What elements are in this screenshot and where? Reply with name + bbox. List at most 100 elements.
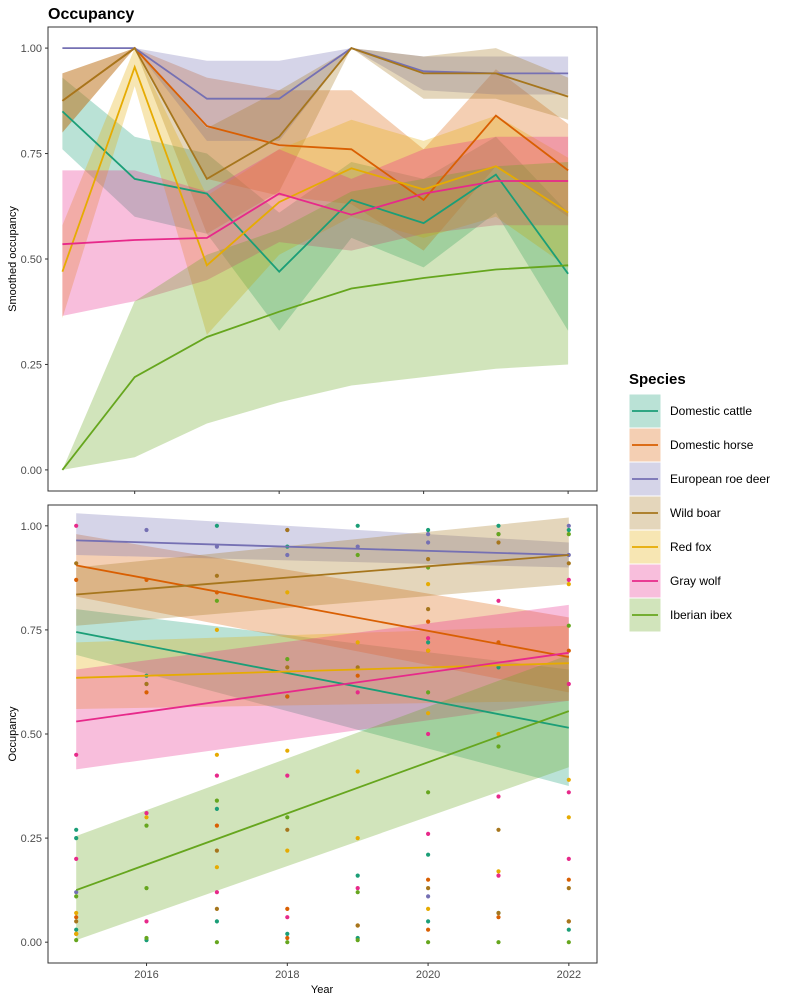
point-wild-boar bbox=[426, 607, 431, 612]
point-european-roe-deer bbox=[426, 532, 431, 537]
point-domestic-horse bbox=[566, 877, 571, 882]
bottom-x-tick-label: 2018 bbox=[275, 969, 299, 981]
point-red-fox bbox=[285, 748, 290, 753]
legend-item-wild-boar: Wild boar bbox=[628, 495, 721, 531]
point-domestic-cattle bbox=[355, 523, 360, 528]
point-iberian-ibex bbox=[496, 744, 501, 749]
top-band-gray-wolf bbox=[62, 136, 569, 316]
point-wild-boar bbox=[355, 665, 360, 670]
point-domestic-cattle bbox=[496, 523, 501, 528]
point-wild-boar bbox=[285, 665, 290, 670]
bottom-data-points bbox=[74, 523, 571, 945]
bottom-trend-domestic-cattle bbox=[76, 631, 569, 729]
bottom-y-axis-title: Occupancy bbox=[7, 706, 19, 762]
top-band-red-fox bbox=[62, 48, 569, 335]
point-red-fox bbox=[355, 836, 360, 841]
top-y-tick-label: 1.00 bbox=[21, 43, 42, 55]
point-red-fox bbox=[144, 815, 149, 820]
bottom-x-tick-label: 2022 bbox=[557, 969, 581, 981]
bottom-x-tick-label: 2016 bbox=[134, 969, 158, 981]
bottom-trend-wild-boar bbox=[76, 554, 569, 596]
point-iberian-ibex bbox=[496, 532, 501, 537]
point-domestic-horse bbox=[426, 877, 431, 882]
legend-label: Domestic horse bbox=[670, 438, 754, 452]
point-wild-boar bbox=[214, 848, 219, 853]
point-domestic-horse bbox=[496, 915, 501, 920]
point-red-fox bbox=[426, 906, 431, 912]
point-iberian-ibex bbox=[285, 815, 290, 820]
top-y-tick-label: 0.75 bbox=[21, 149, 42, 161]
point-gray-wolf bbox=[74, 856, 79, 862]
point-domestic-horse bbox=[144, 690, 149, 695]
legend-item-iberian-ibex: Iberian ibex bbox=[628, 597, 732, 633]
point-european-roe-deer bbox=[214, 544, 219, 549]
bottom-band-iberian-ibex bbox=[76, 654, 569, 941]
point-european-roe-deer bbox=[285, 552, 290, 558]
point-gray-wolf bbox=[496, 598, 501, 603]
point-domestic-cattle bbox=[74, 836, 79, 841]
point-iberian-ibex bbox=[566, 532, 571, 537]
point-wild-boar bbox=[566, 886, 571, 891]
point-gray-wolf bbox=[214, 890, 219, 895]
legend: Species Domestic cattle Domestic horse Eur… bbox=[628, 371, 770, 633]
point-domestic-horse bbox=[74, 915, 79, 920]
point-domestic-cattle bbox=[355, 873, 360, 878]
point-red-fox bbox=[426, 711, 431, 716]
point-iberian-ibex bbox=[214, 598, 219, 603]
point-iberian-ibex bbox=[426, 940, 431, 945]
point-domestic-horse bbox=[426, 619, 431, 624]
point-gray-wolf bbox=[496, 794, 501, 799]
point-european-roe-deer bbox=[74, 890, 79, 895]
bottom-band-red-fox bbox=[76, 625, 569, 709]
point-iberian-ibex bbox=[74, 894, 79, 899]
point-wild-boar bbox=[496, 910, 501, 916]
point-iberian-ibex bbox=[214, 940, 219, 945]
point-gray-wolf bbox=[285, 773, 290, 778]
point-gray-wolf bbox=[426, 731, 431, 737]
point-gray-wolf bbox=[426, 831, 431, 837]
point-domestic-horse bbox=[566, 648, 571, 653]
point-gray-wolf bbox=[566, 681, 571, 687]
point-domestic-cattle bbox=[74, 827, 79, 832]
point-wild-boar bbox=[496, 827, 501, 832]
point-wild-boar bbox=[74, 919, 79, 924]
point-iberian-ibex bbox=[566, 623, 571, 628]
point-iberian-ibex bbox=[355, 938, 360, 943]
point-european-roe-deer bbox=[566, 523, 571, 528]
point-gray-wolf bbox=[426, 636, 431, 641]
point-wild-boar bbox=[426, 886, 431, 891]
top-panel: 0.00 0.25 0.50 0.75 1.00 Smoothed occupancy bbox=[7, 26, 598, 492]
point-red-fox bbox=[74, 910, 79, 916]
top-line-gray-wolf bbox=[62, 180, 569, 246]
point-red-fox bbox=[74, 931, 79, 937]
top-y-axis: 0.00 0.25 0.50 0.75 1.00 bbox=[21, 43, 48, 477]
point-iberian-ibex bbox=[496, 940, 501, 945]
point-wild-boar bbox=[285, 527, 290, 533]
point-iberian-ibex bbox=[144, 886, 149, 891]
point-gray-wolf bbox=[285, 915, 290, 920]
point-wild-boar bbox=[74, 561, 79, 566]
point-domestic-horse bbox=[285, 906, 290, 912]
legend-label: Wild boar bbox=[670, 506, 721, 520]
bottom-panel: 0.00 0.25 0.50 0.75 1.00 2016 2018 2020 2022 Oc… bbox=[7, 491, 598, 996]
point-iberian-ibex bbox=[74, 938, 79, 943]
point-iberian-ibex bbox=[144, 823, 149, 828]
point-iberian-ibex bbox=[214, 798, 219, 803]
point-wild-boar bbox=[426, 557, 431, 562]
point-domestic-horse bbox=[214, 823, 219, 828]
point-gray-wolf bbox=[355, 886, 360, 891]
top-line-wild-boar bbox=[61, 46, 569, 181]
point-red-fox bbox=[285, 848, 290, 853]
point-wild-boar bbox=[355, 923, 360, 928]
point-iberian-ibex bbox=[144, 935, 149, 941]
bottom-band-wild-boar bbox=[76, 517, 569, 626]
point-domestic-cattle bbox=[566, 527, 571, 533]
point-red-fox bbox=[496, 869, 501, 874]
point-red-fox bbox=[285, 590, 290, 595]
point-domestic-cattle bbox=[426, 640, 431, 645]
point-iberian-ibex bbox=[355, 552, 360, 558]
legend-keys: Domestic cattle Domestic horse European ro… bbox=[628, 393, 770, 633]
point-red-fox bbox=[214, 752, 219, 757]
point-wild-boar bbox=[285, 827, 290, 832]
